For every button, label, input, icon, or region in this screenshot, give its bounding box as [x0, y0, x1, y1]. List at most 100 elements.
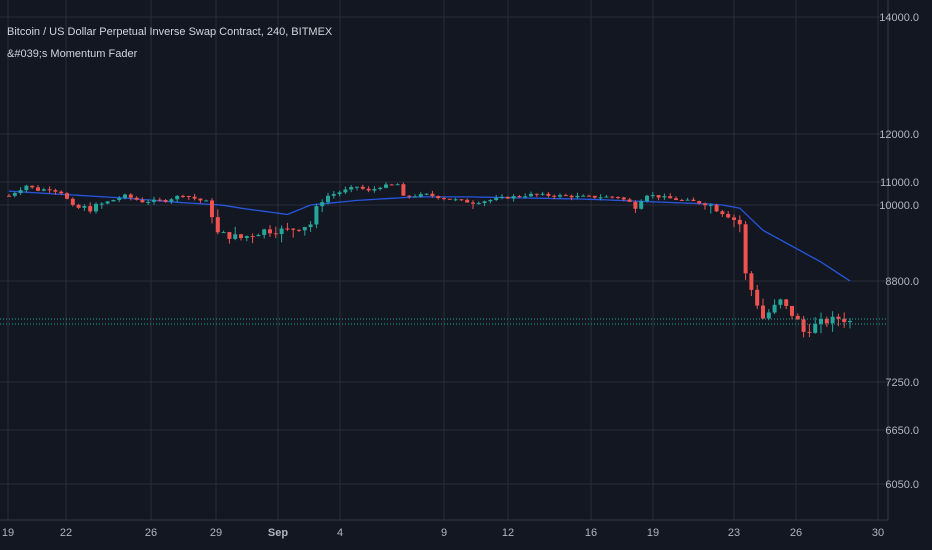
candle-body	[784, 299, 789, 306]
candle-body	[627, 199, 632, 202]
candle-body	[476, 203, 481, 205]
candle-body	[221, 232, 226, 234]
candle-body	[668, 196, 673, 199]
candle-body	[488, 199, 493, 202]
candle-body	[308, 224, 313, 228]
candle-body	[134, 197, 139, 200]
candle-body	[807, 331, 812, 333]
candle-body	[529, 193, 533, 197]
candle-body	[70, 198, 75, 205]
candle-body	[813, 323, 818, 333]
candle-body	[494, 197, 499, 200]
candle-body	[645, 195, 649, 202]
candle-body	[587, 195, 591, 197]
candle-body	[53, 190, 58, 192]
candle-body	[88, 206, 93, 212]
candle-body	[737, 219, 742, 225]
candle-body	[291, 228, 296, 230]
candle-body	[674, 198, 678, 200]
study-label[interactable]: &#039;s Momentum Fader	[7, 48, 138, 60]
candle-body	[279, 228, 284, 235]
candle-body	[819, 319, 823, 324]
candle-body	[720, 211, 725, 215]
candle-body	[563, 195, 568, 197]
candle-body	[436, 196, 441, 199]
price-tick-label: 6050.0	[885, 479, 919, 491]
time-tick-label: Sep	[268, 527, 288, 539]
candle-body	[749, 273, 754, 290]
time-tick-label: 19	[647, 527, 659, 539]
candle-body	[500, 196, 504, 198]
candle-body	[337, 192, 342, 195]
candle-body	[175, 195, 180, 200]
candle-body	[192, 196, 197, 199]
time-tick-label: 9	[441, 527, 447, 539]
candle-body	[708, 204, 713, 206]
candle-body	[836, 316, 841, 319]
candle-body	[418, 194, 423, 197]
candle-body	[146, 201, 151, 203]
candle-body	[621, 197, 626, 200]
time-tick-label: 4	[337, 527, 343, 539]
price-tick-label: 10000.0	[879, 200, 919, 212]
candle-body	[685, 199, 690, 201]
chart-symbol-title[interactable]: Bitcoin / US Dollar Perpetual Inverse Sw…	[7, 26, 333, 38]
candle-body	[442, 198, 446, 200]
candle-body	[343, 189, 348, 193]
candle-body	[250, 236, 255, 238]
candle-body	[575, 195, 580, 198]
candle-body	[691, 199, 696, 202]
time-tick-label: 23	[728, 527, 740, 539]
candle-body	[302, 227, 307, 231]
candle-body	[616, 197, 620, 199]
candle-body	[424, 193, 429, 195]
candle-body	[697, 201, 702, 204]
candle-body	[592, 195, 597, 198]
candle-body	[384, 184, 388, 188]
candle-body	[7, 195, 11, 197]
moving-average-series	[8, 190, 851, 282]
candle-body	[12, 193, 17, 196]
time-tick-label: 30	[872, 527, 884, 539]
candle-body	[703, 203, 707, 206]
candle-body	[111, 199, 116, 202]
candle-body	[366, 188, 371, 191]
candle-body	[157, 199, 162, 201]
candle-body	[830, 316, 835, 324]
time-tick-label: 26	[145, 527, 157, 539]
candle-body	[633, 201, 638, 209]
price-tick-label: 8800.0	[885, 276, 919, 288]
candle-body	[407, 195, 412, 197]
candle-body	[82, 206, 87, 208]
candle-body	[604, 196, 609, 198]
candle-body	[198, 198, 203, 201]
candle-body	[41, 189, 46, 191]
candle-body	[372, 189, 377, 191]
candle-body	[523, 196, 528, 198]
candle-body	[326, 195, 330, 203]
candle-body	[650, 195, 655, 197]
candle-body	[18, 190, 23, 194]
candle-body	[163, 200, 168, 202]
candle-body	[239, 234, 243, 238]
candle-body	[262, 229, 267, 235]
time-tick-label: 22	[60, 527, 72, 539]
candle-body	[459, 199, 464, 201]
candle-body	[76, 204, 81, 208]
price-tick-label: 7250.0	[885, 377, 919, 389]
candle-body	[726, 214, 731, 218]
candle-body	[94, 203, 98, 212]
time-tick-label: 19	[2, 527, 14, 539]
candle-body	[453, 199, 458, 201]
candle-body	[413, 196, 417, 198]
time-tick-label: 26	[790, 527, 802, 539]
candle-body	[273, 233, 278, 235]
candle-body	[314, 206, 319, 225]
candle-body	[540, 193, 545, 195]
candle-body	[732, 217, 736, 220]
candle-body	[766, 312, 771, 319]
candle-body	[389, 184, 394, 186]
candle-body	[511, 196, 516, 199]
candle-body	[268, 229, 272, 234]
